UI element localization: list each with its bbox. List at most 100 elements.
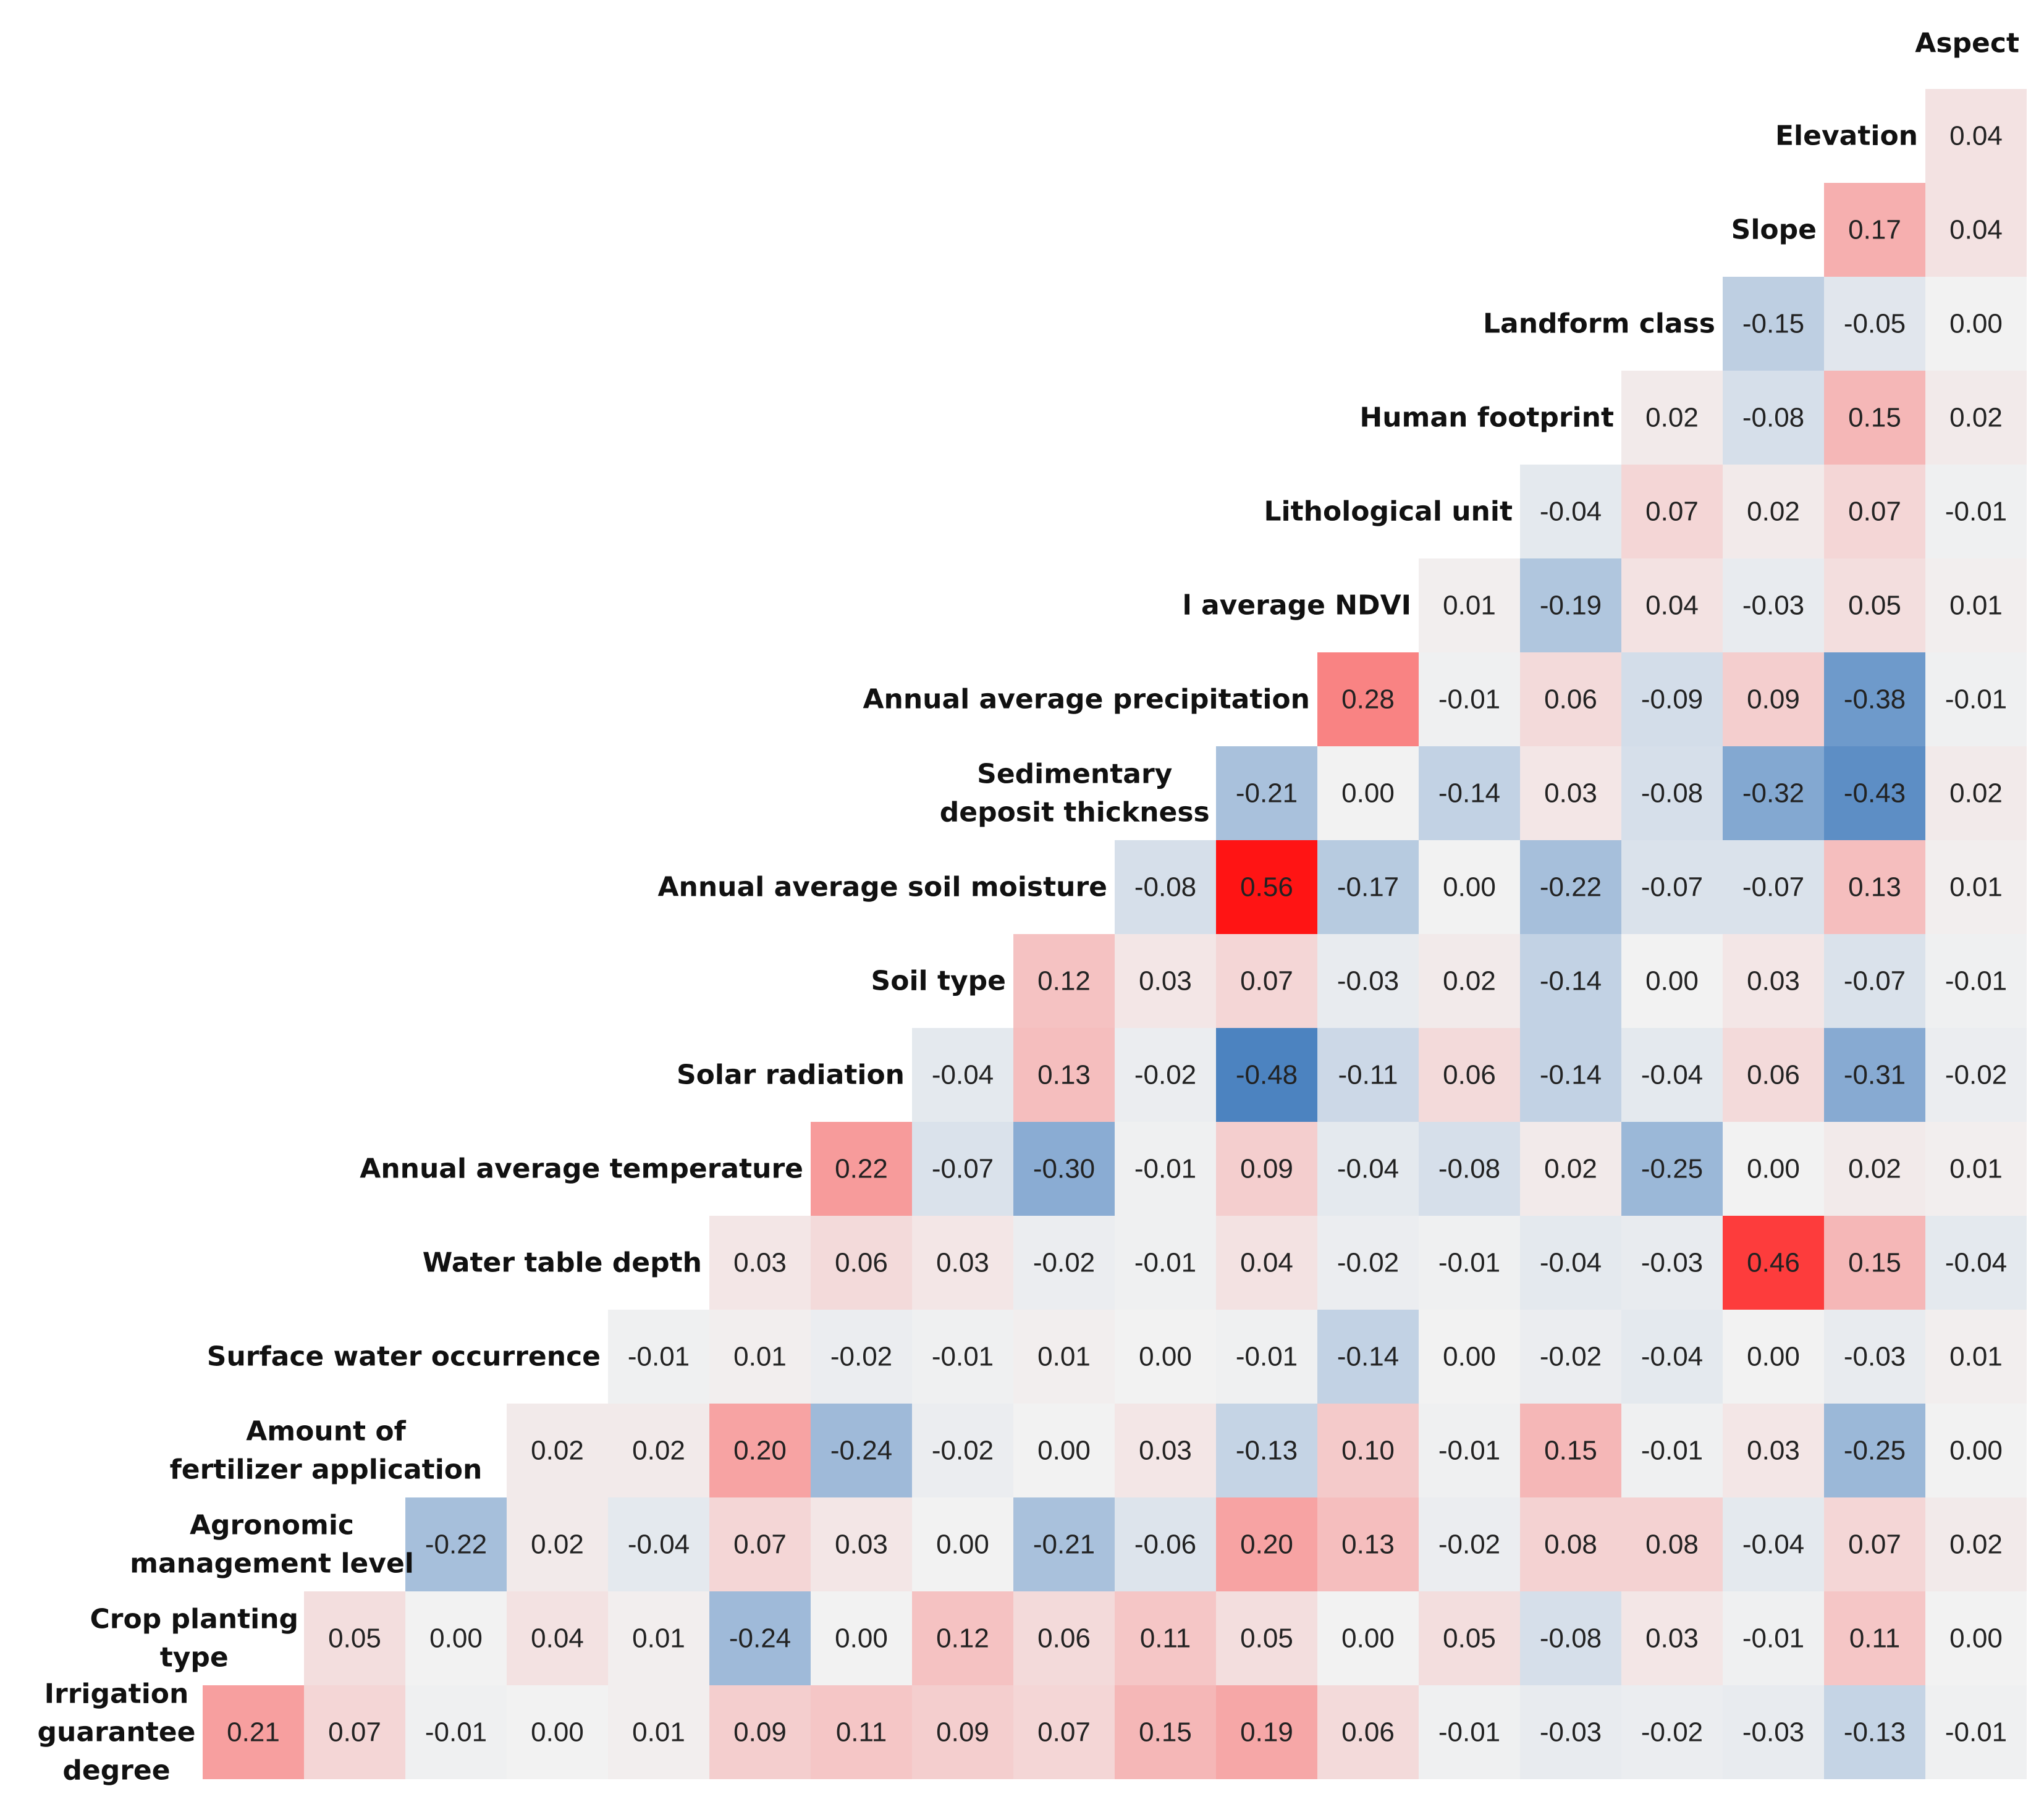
heatmap-cell (1216, 1497, 1317, 1591)
heatmap-cell (405, 1591, 507, 1685)
cell-value-label: 0.07 (1645, 497, 1699, 527)
heatmap-cell (1013, 1310, 1115, 1404)
heatmap-cell (1824, 371, 1925, 465)
heatmap-cell (1115, 1310, 1216, 1404)
heatmap-cell (912, 1685, 1013, 1779)
heatmap-cell (1216, 1122, 1317, 1216)
row-label-line: Elevation (1775, 120, 1918, 152)
heatmap-cell (709, 1216, 811, 1310)
cell-value-label: -0.11 (1338, 1060, 1398, 1090)
heatmap-cell (1824, 746, 1925, 840)
row-label: Surface water occurrence (207, 1341, 601, 1373)
cell-value-label: -0.17 (1337, 872, 1399, 903)
heatmap-cell (1925, 1028, 2027, 1122)
cell-value-label: -0.25 (1641, 1154, 1703, 1184)
cell-value-label: -0.01 (1742, 1623, 1804, 1654)
cell-value-label: -0.01 (1945, 497, 2007, 527)
heatmap-cell (1317, 1685, 1419, 1779)
heatmap-cell (1925, 1216, 2027, 1310)
cell-value-label: -0.19 (1540, 591, 1602, 621)
cell-value-label: -0.07 (932, 1154, 994, 1184)
heatmap-cell (1621, 652, 1723, 746)
row-label-line: Annual average soil moisture (657, 872, 1107, 903)
heatmap-cell (1115, 1216, 1216, 1310)
heatmap-cell (1723, 1497, 1824, 1591)
heatmap-cell (1317, 1591, 1419, 1685)
cell-value-label: -0.03 (1641, 1248, 1703, 1278)
cell-value-label: -0.02 (1438, 1530, 1500, 1560)
cell-value-label: 0.13 (1037, 1060, 1091, 1090)
cell-value-label: -0.01 (1438, 1436, 1500, 1466)
heatmap-cell (1115, 934, 1216, 1028)
row-label-line: Human footprint (1359, 402, 1614, 434)
cell-value-label: -0.03 (1540, 1717, 1602, 1748)
cell-value-label: -0.07 (1844, 966, 1906, 996)
heatmap-cell (811, 1216, 912, 1310)
cell-value-label: 0.09 (733, 1717, 787, 1748)
cell-value-label: 0.09 (1747, 684, 1800, 715)
heatmap-cell (1520, 1122, 1621, 1216)
cell-value-label: -0.06 (1134, 1530, 1196, 1560)
cell-value-label: 0.00 (531, 1717, 584, 1748)
cell-value-label: -0.31 (1844, 1060, 1906, 1090)
cell-value-label: -0.02 (1033, 1248, 1095, 1278)
heatmap-cell (1925, 465, 2027, 558)
cell-value-label: 0.00 (429, 1623, 483, 1654)
heatmap-cell (608, 1497, 709, 1591)
row-label-line: Irrigation (44, 1678, 189, 1710)
heatmap-cell (912, 1310, 1013, 1404)
cell-value-label: 0.01 (1443, 591, 1496, 621)
heatmap-cell (507, 1685, 608, 1779)
heatmap-cell (405, 1685, 507, 1779)
cell-value-label: -0.01 (1438, 1248, 1500, 1278)
cell-value-label: -0.01 (1438, 1717, 1500, 1748)
heatmap-cell (1723, 1216, 1824, 1310)
heatmap-cell (1520, 1497, 1621, 1591)
heatmap-cell (1419, 652, 1520, 746)
heatmap-cell (1317, 1497, 1419, 1591)
row-label: Agronomic management level (130, 1510, 414, 1580)
heatmap-cell (1621, 371, 1723, 465)
row-label: Amount of fertilizer application (170, 1416, 483, 1486)
heatmap-cell (1216, 934, 1317, 1028)
heatmap-cell (1925, 1404, 2027, 1497)
cell-value-label: -0.04 (1742, 1530, 1804, 1560)
heatmap-cell (1115, 1404, 1216, 1497)
cell-value-label: 0.21 (227, 1717, 280, 1748)
heatmap-cell (1925, 652, 2027, 746)
row-labels: Aspect Elevation Slope Landform class Human … (38, 28, 2019, 1787)
cell-value-label: -0.01 (1945, 1717, 2007, 1748)
heatmap-cell (507, 1497, 608, 1591)
row-label: Annual average soil moisture (657, 872, 1107, 903)
cell-value-label: 0.19 (1240, 1717, 1293, 1748)
cell-value-label: 0.02 (1949, 778, 2003, 809)
heatmap-cell (1216, 1310, 1317, 1404)
cell-value-label: -0.15 (1742, 309, 1804, 339)
heatmap-cell (709, 1497, 811, 1591)
cell-value-label: 0.01 (632, 1717, 685, 1748)
heatmap-cell (1925, 1591, 2027, 1685)
heatmap-cell (1419, 1310, 1520, 1404)
row-label: Human footprint (1359, 402, 1614, 434)
heatmap-cell (1824, 934, 1925, 1028)
heatmap-cell (1925, 1685, 2027, 1779)
heatmap-cell (1520, 465, 1621, 558)
heatmap-cell (1216, 1028, 1317, 1122)
heatmap-cell (1520, 1591, 1621, 1685)
heatmap-cell (1419, 1685, 1520, 1779)
cell-value-label: 0.00 (1341, 1623, 1395, 1654)
heatmap-cell (1013, 1028, 1115, 1122)
heatmap-cell (1925, 1122, 2027, 1216)
cell-value-label: -0.22 (1540, 872, 1602, 903)
cell-value-label: 0.02 (531, 1436, 584, 1466)
heatmap-cell (1723, 1591, 1824, 1685)
heatmap-cell (1520, 558, 1621, 652)
heatmap-cell (1925, 840, 2027, 934)
cell-value-label: 0.07 (328, 1717, 381, 1748)
cell-value-label: 0.02 (1544, 1154, 1597, 1184)
heatmap-cell (1419, 1404, 1520, 1497)
heatmap-cell (608, 1404, 709, 1497)
heatmap-cell (1621, 746, 1723, 840)
cell-value-label: 0.28 (1341, 684, 1395, 715)
